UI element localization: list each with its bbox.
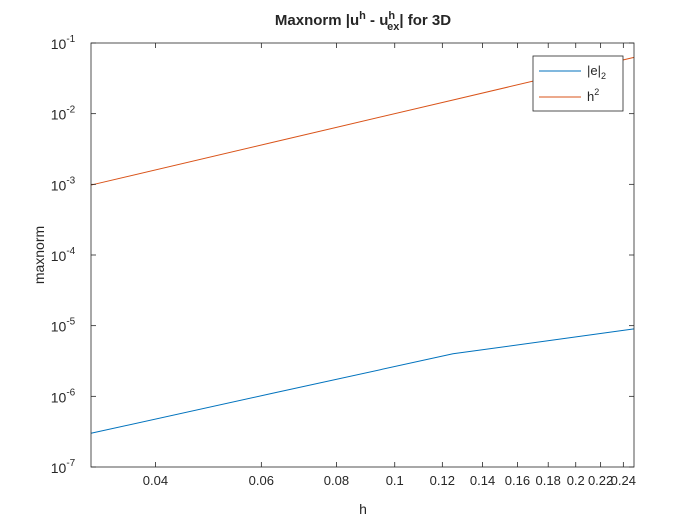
y-tick-label: 10-3 bbox=[51, 175, 76, 193]
x-tick-label: 0.12 bbox=[430, 473, 455, 488]
axes-layer: 0.04 0.06 0.08 0.1 0.12 0.14 0.16 0.18 0.2 0.220.… bbox=[51, 34, 636, 488]
legend: |e|2 h2 bbox=[532, 55, 624, 112]
x-tick-label: 0.08 bbox=[324, 473, 349, 488]
x-axis-label: h bbox=[359, 501, 367, 517]
y-tick-label: 10-6 bbox=[51, 387, 76, 405]
y-tick-label: 10-5 bbox=[51, 317, 76, 335]
y-tick-label: 10-4 bbox=[51, 246, 76, 264]
legend-box bbox=[532, 55, 624, 112]
x-tick-label: 0.16 bbox=[505, 473, 530, 488]
series-line-0 bbox=[90, 328, 635, 434]
x-tick-label: 0.04 bbox=[143, 473, 168, 488]
legend-label-h2: h2 bbox=[587, 87, 599, 104]
chart-title: Maxnorm |uh - uh ex| for 3D bbox=[275, 10, 451, 33]
x-tick-label: 0.18 bbox=[536, 473, 561, 488]
y-tick-label: 10-1 bbox=[51, 34, 76, 52]
legend-label-e2: |e|2 bbox=[587, 63, 606, 81]
y-tick-label: 10-2 bbox=[51, 105, 76, 123]
y-tick-label: 10-7 bbox=[51, 458, 76, 476]
x-tick-label: 0.06 bbox=[249, 473, 274, 488]
x-tick-label: 0.2 bbox=[567, 473, 585, 488]
x-tick-label: 0.14 bbox=[470, 473, 495, 488]
x-tick-label: 0.22 bbox=[588, 473, 613, 488]
x-tick-label: 0.1 bbox=[386, 473, 404, 488]
y-axis-label: maxnorm bbox=[31, 226, 47, 284]
x-tick-label: 0.24 bbox=[611, 473, 636, 488]
